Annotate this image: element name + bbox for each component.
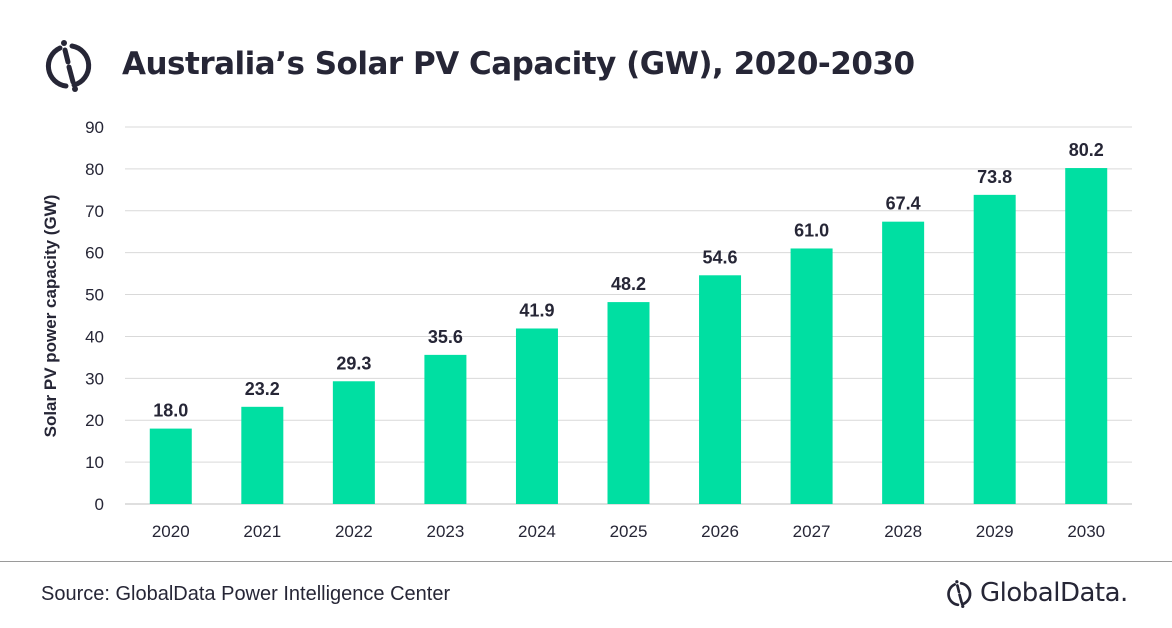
brand-logo: GlobalData. [944,576,1128,610]
data-label: 73.8 [977,167,1012,187]
data-label: 29.3 [336,353,371,373]
x-tick-label: 2025 [610,522,648,541]
data-label: 48.2 [611,274,646,294]
globaldata-logo-icon [45,40,92,92]
y-tick-label: 60 [85,244,104,263]
bar [882,221,925,504]
y-axis-label: Solar PV power capacity (GW) [41,195,60,438]
y-tick-label: 80 [85,160,104,179]
y-tick-label: 70 [85,202,104,221]
x-tick-label: 2020 [152,522,190,541]
y-tick-label: 30 [85,369,104,388]
x-tick-label: 2028 [884,522,922,541]
bar [424,354,467,504]
x-tick-label: 2027 [793,522,831,541]
x-tick-label: 2029 [976,522,1014,541]
data-label: 23.2 [245,379,280,399]
data-label: 35.6 [428,327,463,347]
x-tick-label: 2022 [335,522,373,541]
bar [790,248,833,504]
y-tick-label: 50 [85,286,104,305]
source-note: Source: GlobalData Power Intelligence Ce… [41,583,451,605]
data-label: 41.9 [519,300,554,320]
x-tick-label: 2023 [426,522,464,541]
x-tick-label: 2021 [243,522,281,541]
bar [699,275,742,504]
y-tick-label: 20 [85,411,104,430]
y-tick-label: 90 [85,118,104,137]
data-label: 61.0 [794,220,829,240]
bar [607,302,650,504]
data-label: 54.6 [703,247,738,267]
bar [149,428,192,504]
bar [1065,168,1108,504]
globaldata-logo-icon [947,580,972,608]
y-tick-label: 0 [95,495,104,514]
x-tick-label: 2026 [701,522,739,541]
x-tick-label: 2030 [1067,522,1105,541]
bar [241,406,284,504]
data-label: 67.4 [886,194,921,214]
y-tick-label: 10 [85,453,104,472]
data-label: 80.2 [1069,140,1104,160]
bar [515,328,558,504]
chart-title: Australia’s Solar PV Capacity (GW), 2020… [122,46,915,82]
data-label: 18.0 [153,401,188,421]
bar [332,381,375,504]
x-tick-label: 2024 [518,522,556,541]
bar [973,194,1016,505]
footer-divider [0,561,1172,562]
y-tick-label: 40 [85,327,104,346]
brand-name: GlobalData. [980,578,1128,608]
